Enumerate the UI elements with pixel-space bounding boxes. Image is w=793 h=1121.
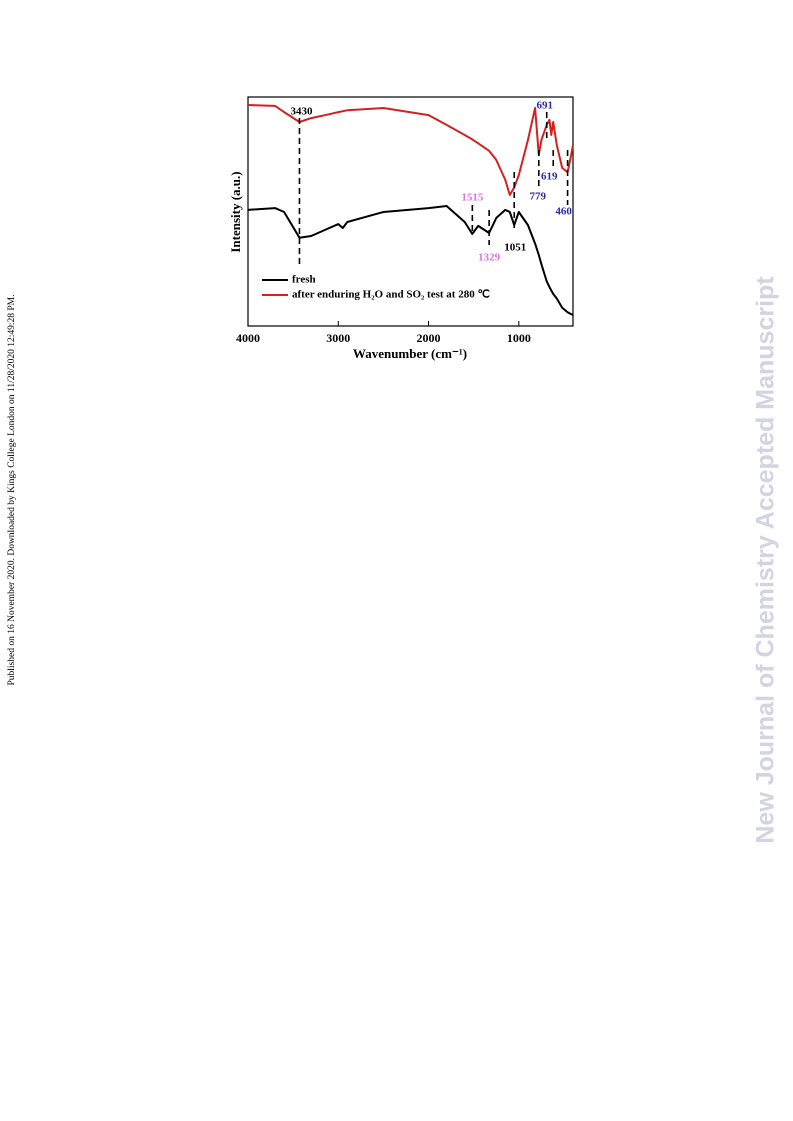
y-axis-label: Intensity (a.u.) bbox=[228, 171, 243, 252]
annotation-label: 460 bbox=[555, 206, 572, 218]
annotation-label: 1329 bbox=[478, 252, 501, 264]
x-tick-label: 2000 bbox=[417, 331, 441, 345]
annotation-label: 3430 bbox=[290, 106, 313, 118]
annotation-label: 1515 bbox=[461, 192, 484, 204]
series-line bbox=[247, 205, 574, 316]
x-tick-label: 1000 bbox=[507, 331, 531, 345]
annotation-label: 619 bbox=[541, 171, 558, 183]
x-tick-label: 4000 bbox=[236, 331, 260, 345]
series-line bbox=[247, 104, 574, 196]
legend-label: after enduring H₂O and SO₂ test at 280 ℃ bbox=[292, 289, 490, 301]
annotation-label: 1051 bbox=[504, 242, 526, 254]
legend-label: fresh bbox=[292, 274, 316, 286]
annotation-label: 691 bbox=[536, 100, 553, 112]
annotation-label: 779 bbox=[530, 191, 547, 203]
plot-frame bbox=[247, 96, 574, 327]
x-axis-label: Wavenumber (cm⁻¹) bbox=[353, 346, 467, 361]
x-tick-label: 3000 bbox=[326, 331, 350, 345]
